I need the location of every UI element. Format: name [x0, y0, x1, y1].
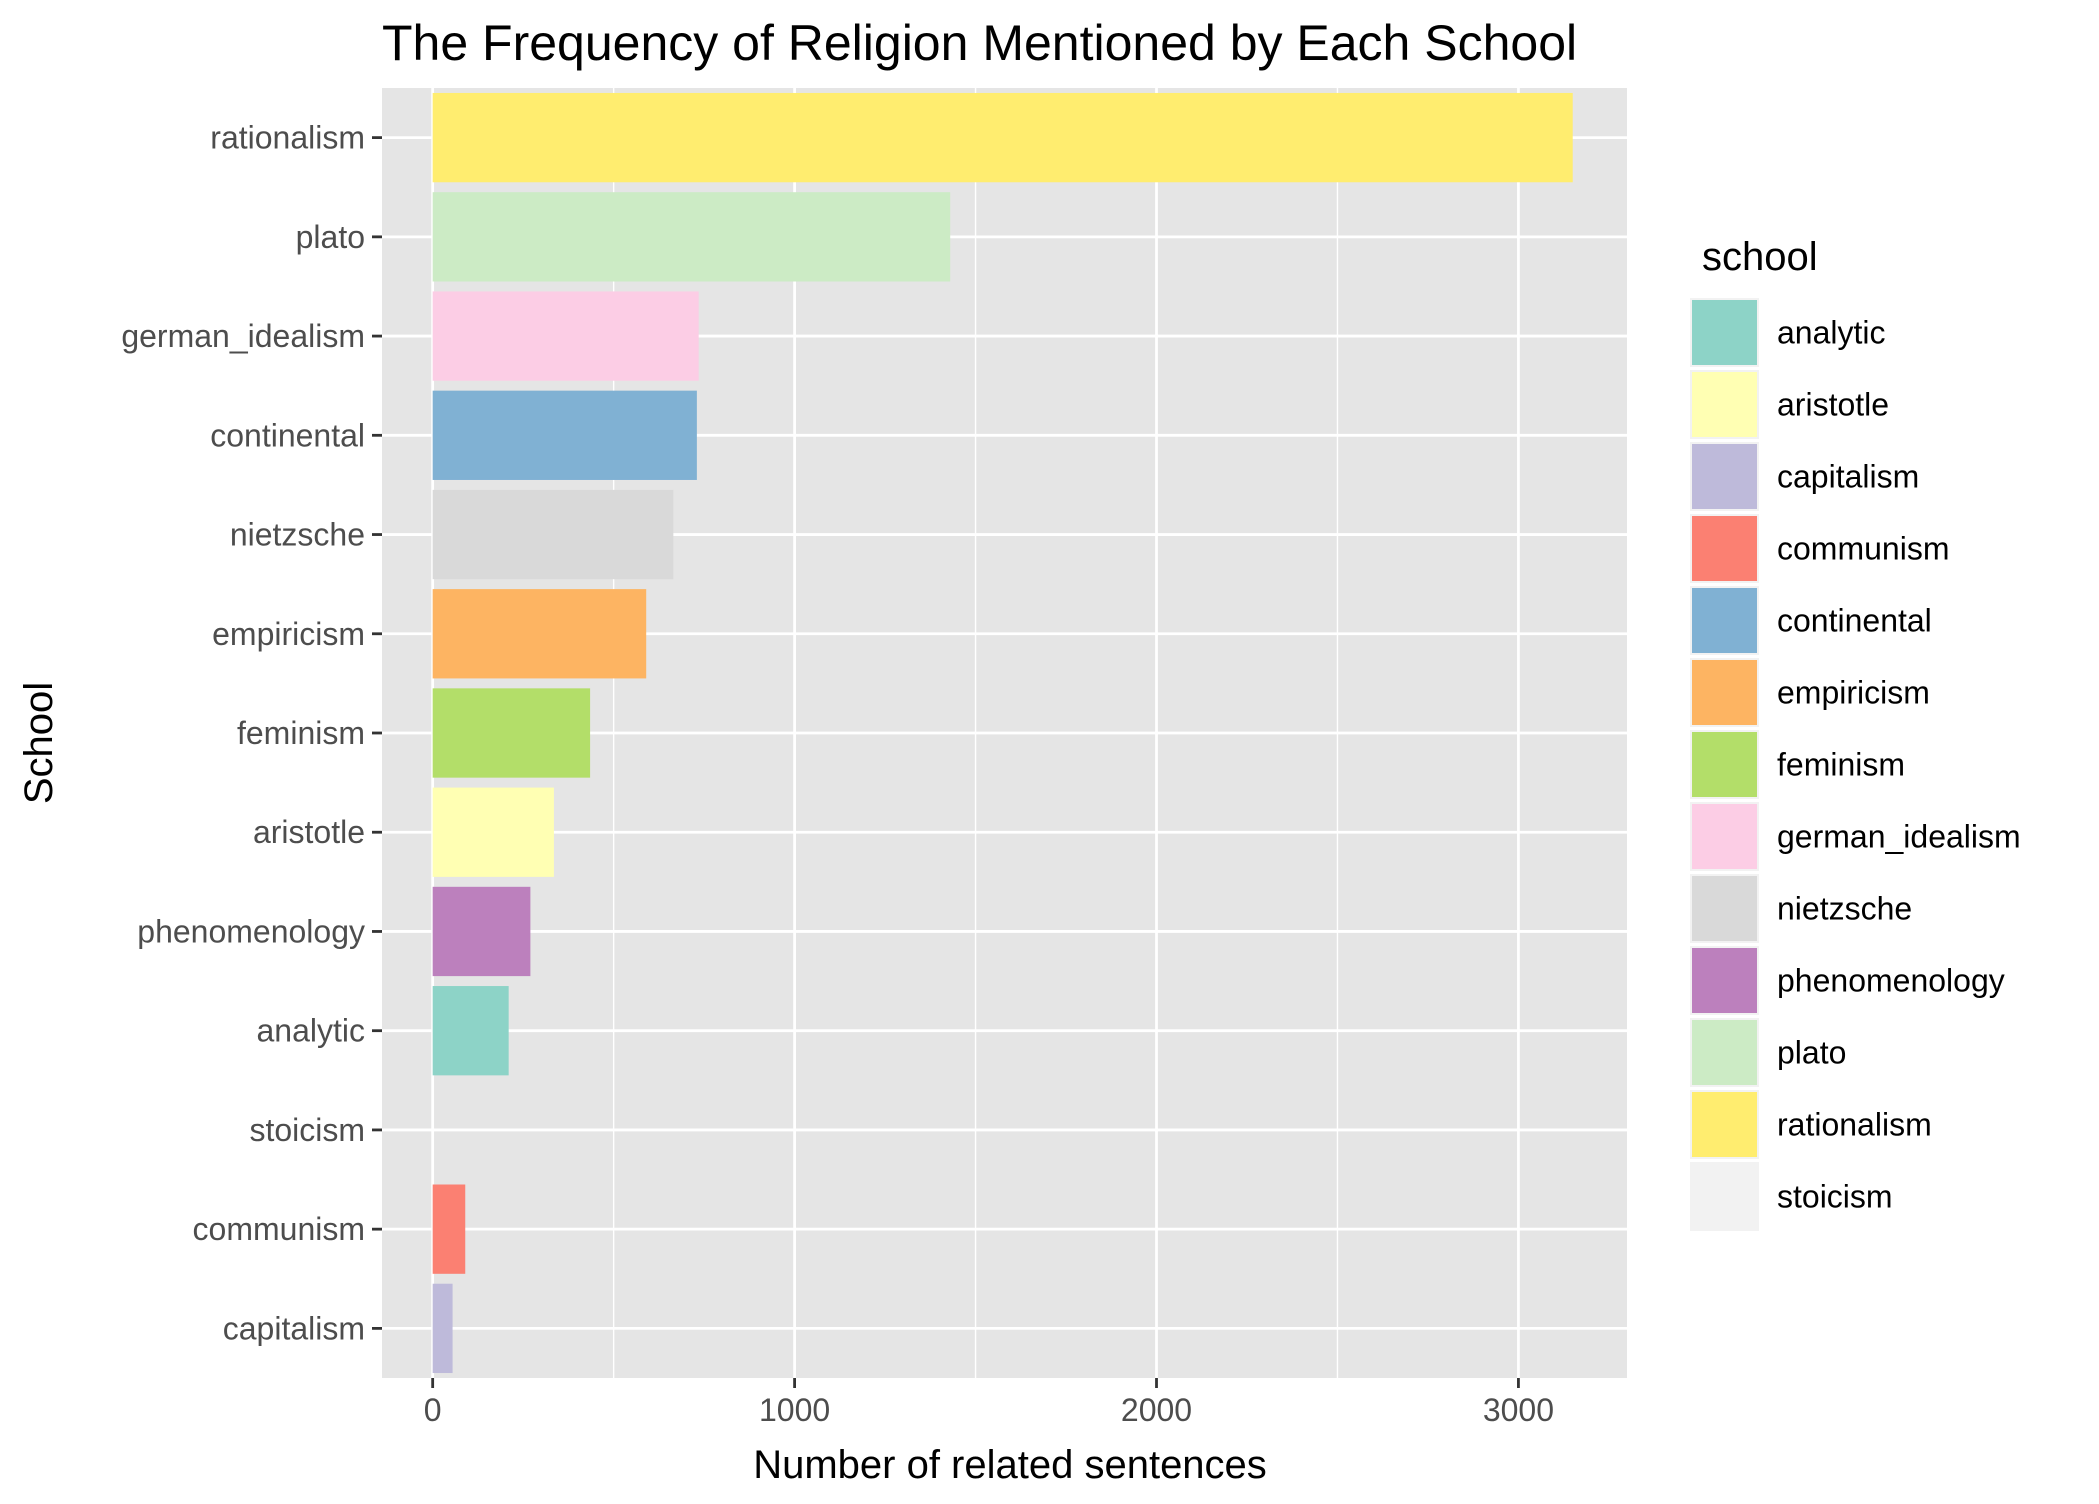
y-tick-label-aristotle: aristotle — [253, 814, 365, 850]
chart-title: The Frequency of Religion Mentioned by E… — [382, 15, 1577, 71]
y-tick-label-nietzsche: nietzsche — [230, 517, 365, 553]
legend-label-aristotle: aristotle — [1777, 387, 1889, 423]
legend-swatch-communism — [1692, 516, 1757, 581]
legend-swatch-stoicism — [1692, 1164, 1757, 1229]
legend-label-analytic: analytic — [1777, 315, 1886, 351]
bar-capitalism — [432, 1283, 453, 1374]
x-axis: 0 1000 2000 3000 — [424, 1378, 1554, 1428]
bar-plato — [432, 192, 951, 282]
legend-label-feminism: feminism — [1777, 747, 1905, 783]
bar-continental — [432, 390, 697, 480]
legend-label-plato: plato — [1777, 1035, 1846, 1071]
y-axis: rationalism plato german_idealism continent… — [121, 120, 382, 1346]
legend-swatch-feminism — [1692, 732, 1757, 797]
x-tick-label: 0 — [424, 1392, 442, 1428]
y-tick-label-capitalism: capitalism — [223, 1310, 365, 1346]
bar-feminism — [432, 688, 591, 778]
plot-panel — [382, 88, 1627, 1378]
legend-swatch-german_idealism — [1692, 804, 1757, 869]
legend-title: school — [1702, 235, 1818, 279]
y-tick-label-phenomenology: phenomenology — [137, 913, 365, 949]
legend-label-continental: continental — [1777, 603, 1932, 639]
x-axis-title: Number of related sentences — [753, 1443, 1267, 1487]
legend-swatch-plato — [1692, 1020, 1757, 1085]
legend-label-rationalism: rationalism — [1777, 1107, 1932, 1143]
legend: school analytic aristotle capitalism commun… — [1690, 235, 2021, 1231]
legend-label-stoicism: stoicism — [1777, 1179, 1893, 1215]
y-tick-label-plato: plato — [296, 219, 365, 255]
y-tick-label-communism: communism — [193, 1211, 365, 1247]
legend-swatch-capitalism — [1692, 444, 1757, 509]
legend-label-nietzsche: nietzsche — [1777, 891, 1912, 927]
legend-swatch-phenomenology — [1692, 948, 1757, 1013]
legend-swatch-empiricism — [1692, 660, 1757, 725]
bar-german_idealism — [432, 291, 699, 381]
legend-swatch-aristotle — [1692, 372, 1757, 437]
legend-label-empiricism: empiricism — [1777, 675, 1930, 711]
y-tick-label-empiricism: empiricism — [212, 616, 365, 652]
bar-analytic — [432, 986, 509, 1076]
legend-swatch-rationalism — [1692, 1092, 1757, 1157]
bar-empiricism — [432, 589, 647, 679]
x-tick-label: 1000 — [759, 1392, 830, 1428]
legend-label-capitalism: capitalism — [1777, 459, 1919, 495]
bar-rationalism — [432, 92, 1573, 183]
x-tick-label: 2000 — [1121, 1392, 1192, 1428]
legend-swatch-continental — [1692, 588, 1757, 653]
y-tick-label-feminism: feminism — [237, 715, 365, 751]
legend-label-phenomenology: phenomenology — [1777, 963, 2005, 999]
bar-phenomenology — [432, 886, 531, 977]
y-tick-label-rationalism: rationalism — [210, 120, 365, 156]
y-axis-title: School — [17, 682, 61, 804]
bar-communism — [432, 1184, 466, 1274]
y-tick-label-stoicism: stoicism — [249, 1112, 365, 1148]
y-tick-label-continental: continental — [210, 417, 365, 453]
legend-label-communism: communism — [1777, 531, 1949, 567]
y-tick-label-analytic: analytic — [257, 1013, 366, 1049]
x-tick-label: 3000 — [1483, 1392, 1554, 1428]
legend-label-german_idealism: german_idealism — [1777, 819, 2021, 855]
bar-nietzsche — [432, 489, 674, 580]
legend-swatch-analytic — [1692, 300, 1757, 365]
y-tick-label-german_idealism: german_idealism — [121, 318, 365, 354]
bar-aristotle — [432, 787, 554, 877]
legend-swatch-nietzsche — [1692, 876, 1757, 941]
